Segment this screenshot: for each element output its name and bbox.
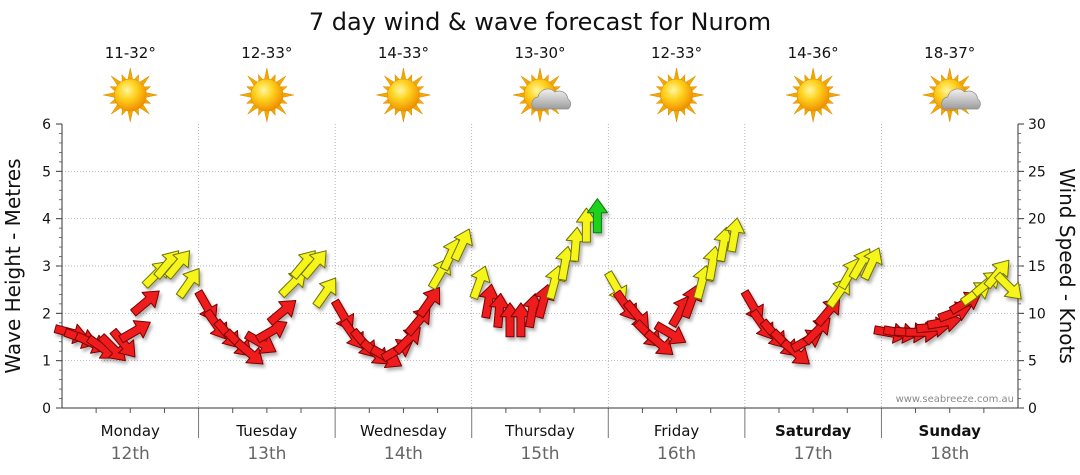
wind-arrows xyxy=(53,198,1022,369)
day-date: 14th xyxy=(384,444,423,464)
day-labels: Monday 12th Tuesday 13th Wednesday 14th Thursd… xyxy=(101,422,981,464)
wind-arrow xyxy=(300,250,327,280)
wind-arrow xyxy=(469,265,491,300)
left-tick-label: 3 xyxy=(42,259,51,275)
sun-icon xyxy=(103,67,158,123)
wind-arrow xyxy=(623,299,649,330)
sun-icon xyxy=(786,67,841,123)
right-tick-label: 25 xyxy=(1028,164,1046,180)
left-tick-label: 5 xyxy=(42,164,51,180)
wind-arrow xyxy=(450,228,473,262)
wind-arrow xyxy=(643,329,674,356)
temp-range: 11-32° xyxy=(105,44,156,62)
left-tick-label: 1 xyxy=(42,354,51,370)
day-name: Tuesday xyxy=(235,422,297,440)
wind-arrow xyxy=(416,287,441,319)
day-date: 13th xyxy=(247,444,286,464)
wind-arrow xyxy=(586,198,608,234)
left-axis-label: Wave Height - Metres xyxy=(1,158,25,373)
temp-range: 12-33° xyxy=(241,44,292,62)
credit-text: www.seabreeze.com.au xyxy=(896,394,1014,405)
wind-arrow xyxy=(724,217,746,253)
right-tick-label: 5 xyxy=(1028,354,1037,370)
temp-range: 14-36° xyxy=(788,44,839,62)
temp-range: 14-33° xyxy=(378,44,429,62)
wind-arrow xyxy=(802,317,831,346)
left-axis-ticks: 0 1 2 3 4 5 6 xyxy=(42,117,62,417)
wind-arrow xyxy=(278,270,307,299)
right-tick-label: 15 xyxy=(1028,259,1046,275)
left-tick-label: 6 xyxy=(42,117,51,133)
temp-range: 13-30° xyxy=(514,44,565,62)
right-axis-label: Wind Speed - Knots xyxy=(1055,168,1079,364)
wind-arrow xyxy=(175,268,200,300)
right-axis-ticks: 0 5 10 15 20 25 30 xyxy=(1018,117,1046,417)
day-name: Wednesday xyxy=(360,422,447,440)
wind-arrow xyxy=(653,321,687,345)
wind-arrow xyxy=(130,290,160,317)
plot-area xyxy=(61,124,1019,438)
left-tick-label: 2 xyxy=(42,306,51,322)
day-name: Monday xyxy=(101,422,160,440)
wind-arrow xyxy=(118,320,151,344)
day-name: Saturday xyxy=(775,422,852,440)
chart-title: 7 day wind & wave forecast for Nurom xyxy=(309,8,771,36)
day-name: Thursday xyxy=(504,422,575,440)
sun-icon xyxy=(649,67,704,123)
right-tick-label: 0 xyxy=(1028,401,1037,417)
right-tick-label: 30 xyxy=(1028,117,1046,133)
partly-cloudy-icon xyxy=(922,67,981,123)
grid xyxy=(62,124,1018,408)
left-tick-label: 0 xyxy=(42,401,51,417)
wind-arrow xyxy=(266,299,297,326)
sun-icon xyxy=(239,67,294,123)
sun-icon xyxy=(376,67,431,123)
temp-range: 12-33° xyxy=(651,44,702,62)
partly-cloudy-icon xyxy=(512,67,572,123)
left-tick-label: 4 xyxy=(42,212,51,228)
right-tick-label: 20 xyxy=(1028,212,1046,228)
wind-arrow xyxy=(983,259,1010,290)
wind-arrow xyxy=(233,338,264,365)
wind-arrow xyxy=(392,327,421,355)
day-date: 12th xyxy=(111,444,150,464)
wind-arrow xyxy=(993,271,1022,300)
day-date: 18th xyxy=(930,444,969,464)
weather-row: 11-32° 12-33° 14-33° 13-30° 12-33° 14-36° 18-3… xyxy=(103,44,981,123)
temp-range: 18-37° xyxy=(924,44,975,62)
day-date: 17th xyxy=(794,444,833,464)
day-name: Sunday xyxy=(919,422,982,440)
day-date: 16th xyxy=(657,444,696,464)
day-date: 15th xyxy=(520,444,559,464)
wind-arrow xyxy=(312,277,337,309)
wind-arrow xyxy=(164,250,191,280)
wind-arrow xyxy=(860,247,883,281)
right-tick-label: 10 xyxy=(1028,306,1046,322)
day-name: Friday xyxy=(654,422,700,440)
